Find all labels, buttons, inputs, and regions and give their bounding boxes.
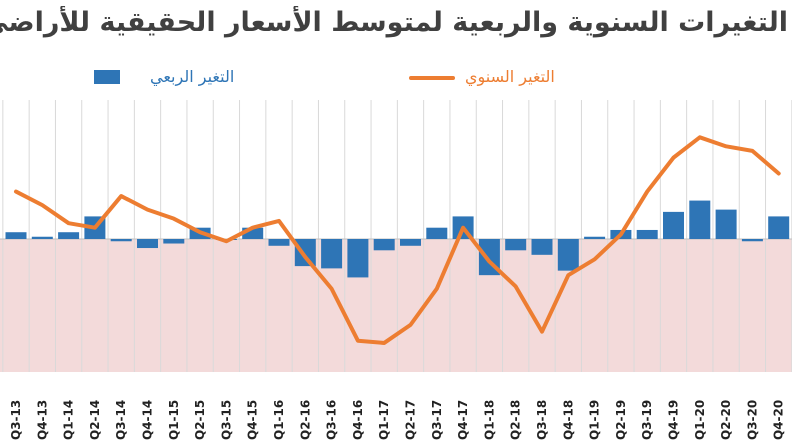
bar-quarterly-q3-16 <box>321 239 343 269</box>
negative-region-band <box>0 239 792 372</box>
bar-quarterly-q3-18 <box>531 239 553 255</box>
x-tick-label: Q4-19 <box>667 400 681 440</box>
legend-label-annual: التغير السنوي <box>465 67 555 86</box>
x-tick-label: Q3-18 <box>535 400 549 440</box>
bar-quarterly-q1-17 <box>373 239 395 251</box>
x-tick-label: Q1-16 <box>272 400 286 440</box>
x-tick-label: Q4-14 <box>141 400 155 440</box>
x-tick-label: Q2-14 <box>88 400 102 440</box>
x-tick-label: Q3-15 <box>219 400 233 440</box>
legend-label-quarterly: التغير الربعي <box>150 67 235 86</box>
x-tick-label: Q4-18 <box>561 400 575 440</box>
bar-quarterly-q2-20 <box>715 209 737 239</box>
x-tick-label: Q2-16 <box>298 400 312 440</box>
bar-quarterly-q4-16 <box>347 239 369 278</box>
bar-quarterly-q3-13 <box>5 232 27 239</box>
x-tick-label: Q3-16 <box>325 400 339 440</box>
bar-quarterly-q4-14 <box>137 239 158 249</box>
bar-quarterly-q3-19 <box>636 229 658 239</box>
x-tick-label: Q2-18 <box>509 400 523 440</box>
bar-quarterly-q2-17 <box>400 239 421 246</box>
x-tick-label: Q2-19 <box>614 400 628 440</box>
x-tick-label: Q1-14 <box>62 400 76 440</box>
x-tick-label: Q1-20 <box>693 400 707 440</box>
legend-item-annual: التغير السنوي <box>409 64 555 90</box>
x-tick-label: Q1-19 <box>588 400 602 440</box>
bar-quarterly-q1-15 <box>163 239 185 244</box>
bar-quarterly-q4-13 <box>31 236 53 239</box>
x-tick-label: Q1-18 <box>482 400 496 440</box>
bar-quarterly-q4-15 <box>242 227 264 239</box>
bar-quarterly-q4-20 <box>768 216 790 239</box>
x-tick-label: Q3-14 <box>114 400 128 440</box>
legend-swatch-quarterly <box>94 70 120 84</box>
x-tick-label: Q2-15 <box>193 400 207 440</box>
x-tick-label: Q1-17 <box>377 400 391 440</box>
x-tick-label: Q3-17 <box>430 400 444 440</box>
x-tick-label: Q3-20 <box>745 400 759 440</box>
chart-legend: التغير السنوي التغير الربعي <box>0 64 792 90</box>
x-tick-label: Q1-15 <box>167 400 181 440</box>
chart-title: التغيرات السنوية والربعية لمتوسط الأسعار… <box>0 7 788 38</box>
bar-quarterly-q3-20 <box>741 239 763 242</box>
bar-quarterly-q4-19 <box>663 211 684 239</box>
x-tick-label: Q4-15 <box>246 400 260 440</box>
bar-quarterly-q1-14 <box>58 232 80 239</box>
line-annual-change <box>14 135 781 345</box>
bar-quarterly-q2-16 <box>294 239 316 267</box>
x-tick-label: Q4-17 <box>456 400 470 440</box>
legend-swatch-annual <box>409 76 455 80</box>
x-tick-label: Q4-13 <box>35 400 49 440</box>
bar-quarterly-q1-20 <box>689 200 711 239</box>
bar-quarterly-q1-16 <box>268 239 290 246</box>
x-tick-label: Q4-16 <box>351 400 365 440</box>
x-tick-label: Q3-19 <box>640 400 654 440</box>
x-tick-label: Q4-20 <box>772 400 786 440</box>
bar-quarterly-q3-17 <box>426 227 448 239</box>
x-tick-label: Q2-17 <box>404 400 418 440</box>
bar-quarterly-q2-18 <box>505 239 527 251</box>
bar-quarterly-q3-14 <box>110 239 132 242</box>
legend-item-quarterly: التغير الربعي <box>94 64 235 90</box>
x-tick-label: Q2-20 <box>719 400 733 440</box>
bar-quarterly-q1-19 <box>584 236 606 239</box>
bar-quarterly-q4-18 <box>557 239 579 271</box>
x-tick-label: Q3-13 <box>9 400 23 440</box>
